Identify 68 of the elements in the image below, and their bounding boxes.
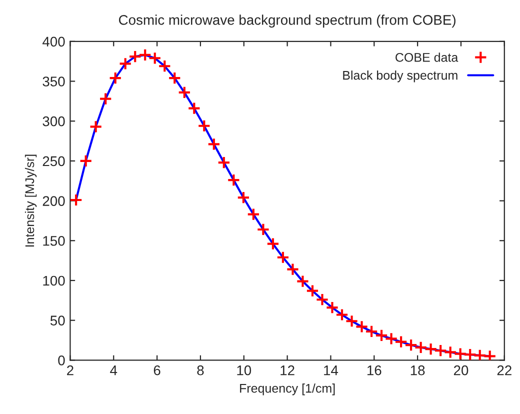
point [364,324,378,338]
x-tick-label: 8 [197,365,204,376]
y-tick-label: 50 [50,316,65,326]
legend-label: COBE data [396,52,458,62]
point [70,193,83,207]
point [473,348,486,360]
point [345,314,358,328]
point [286,262,300,276]
point [306,284,320,298]
x-tick-label: 12 [280,365,294,376]
point [148,52,162,65]
point [79,154,92,168]
x-tick-label: 6 [154,365,160,376]
point [444,346,457,359]
point [246,208,260,221]
point [316,293,329,306]
point [188,102,201,115]
point [207,138,221,151]
point [404,338,418,352]
legend-label: Black body spectrum [343,70,458,82]
point [198,119,211,132]
x-axis-title: Frequency [1/cm] [240,384,335,396]
point [108,71,122,85]
point [98,92,112,106]
y-tick-label: 100 [43,276,65,286]
point [227,173,240,187]
point [158,60,172,73]
point [335,308,349,322]
point [178,86,191,100]
point [168,71,182,85]
x-tick-label: 10 [237,365,252,376]
point [296,274,310,288]
x-tick-label: 14 [324,366,338,376]
point [464,348,477,360]
chart-title: Cosmic microwave background spectrum (from COBE) [118,14,456,28]
point [394,335,408,348]
point [326,300,339,314]
point [276,250,290,264]
point [217,156,231,170]
y-tick-label: 150 [43,236,65,246]
point [483,350,496,360]
point [256,222,270,236]
x-tick-label: 4 [110,366,118,376]
x-tick-label: 16 [367,365,382,376]
point [118,57,132,70]
point [374,328,388,342]
point [414,340,428,354]
point [434,344,448,358]
y-tick-label: 200 [42,196,65,206]
point [384,332,398,346]
point [454,347,467,360]
x-tick-label: 22 [497,365,512,376]
point [138,48,152,62]
y-axis-title: Intensity [MJy/sr] [24,154,37,247]
x-tick-label: 2 [67,365,74,376]
x-tick-label: 18 [410,365,425,376]
point [266,237,280,250]
point [236,191,250,204]
y-tick-label: 400 [42,36,65,47]
point [128,50,142,64]
point [355,320,368,334]
y-tick-label: 250 [42,156,65,166]
y-tick-label: 0 [58,356,65,366]
point [89,120,102,134]
point [424,342,438,356]
y-tick-label: 300 [42,116,65,126]
x-tick-label: 20 [454,365,468,376]
y-tick-label: 350 [42,76,65,86]
